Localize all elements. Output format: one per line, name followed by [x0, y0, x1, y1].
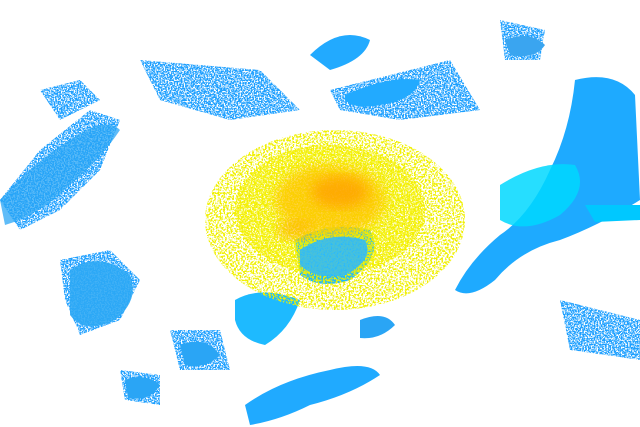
yellow-echo-cluster: [205, 130, 465, 310]
blue-echo-layer: [0, 20, 640, 425]
